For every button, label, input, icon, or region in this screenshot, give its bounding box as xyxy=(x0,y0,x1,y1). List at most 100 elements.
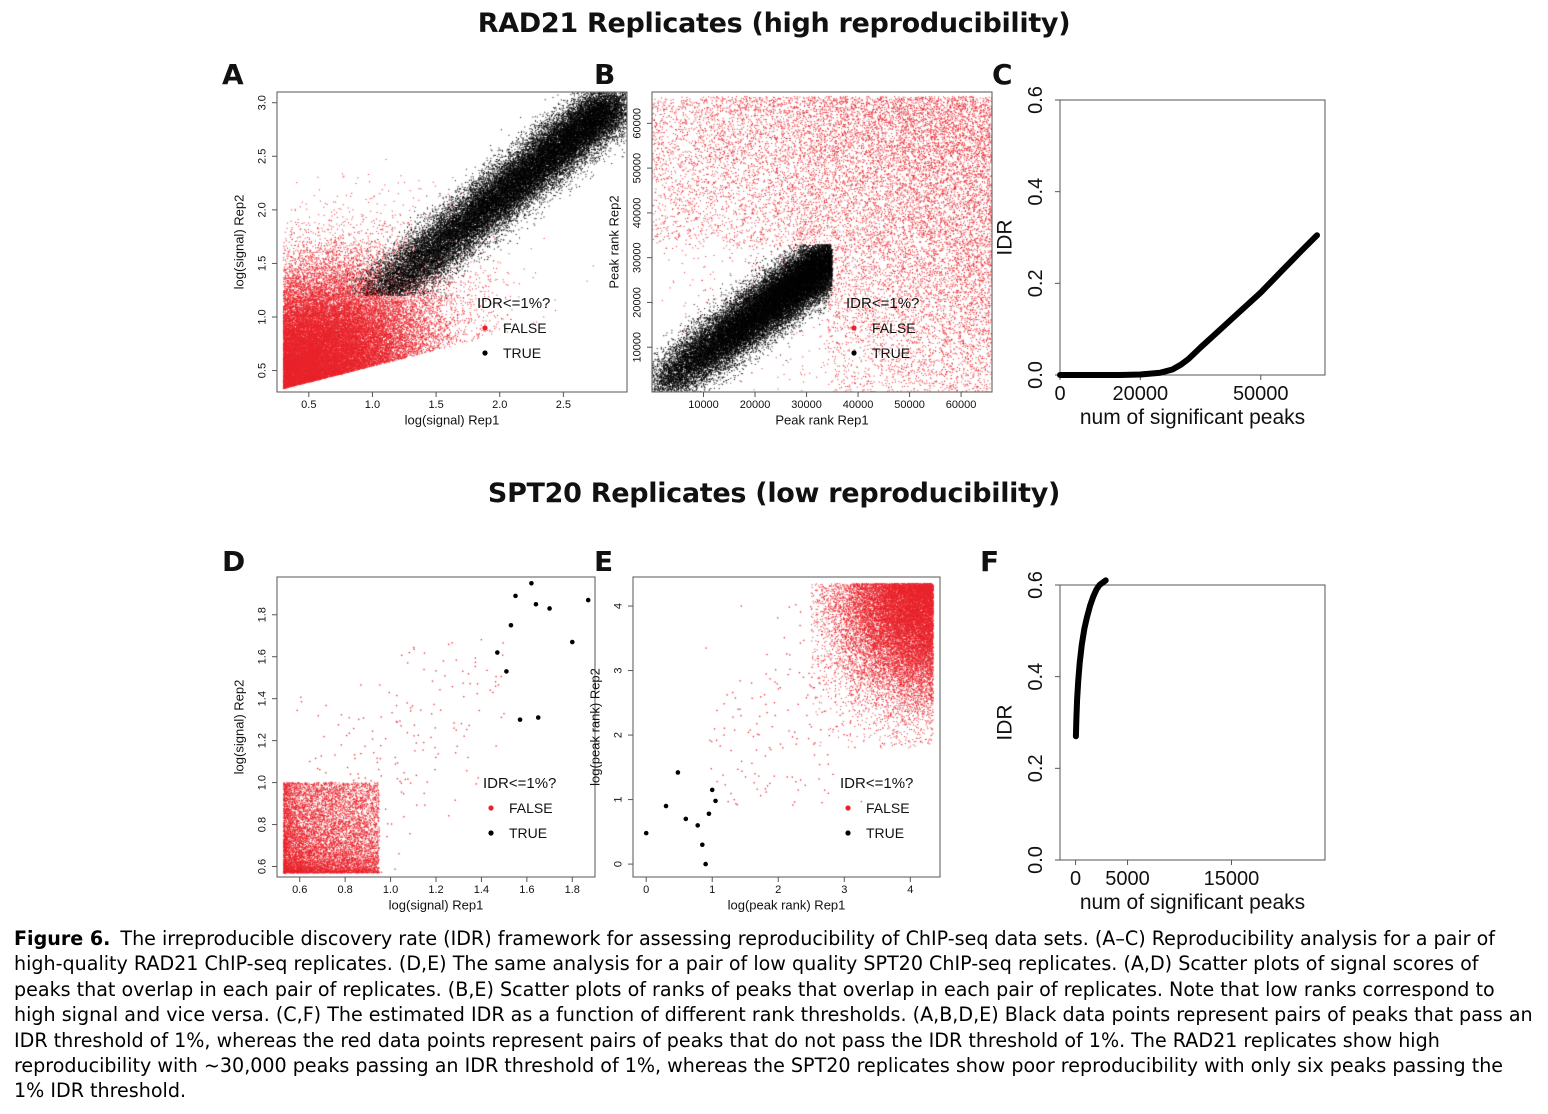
y-tick-label: 1.0 xyxy=(257,309,269,324)
true-point xyxy=(533,601,539,607)
legend-title: IDR<=1%? xyxy=(477,295,550,312)
figure-caption: Figure 6. The irreproducible discovery ra… xyxy=(14,926,1536,1104)
y-axis-label: Peak rank Rep2 xyxy=(607,195,622,288)
y-tick-label: 2 xyxy=(613,732,625,738)
x-tick-label: 2 xyxy=(775,884,781,896)
line-chart-c: 0 20000 50000 0.0 0.2 0.4 0.6 num of significan… xyxy=(994,86,1326,429)
x-tick-label: 1.5 xyxy=(428,399,443,411)
scatter-points-canvas xyxy=(277,577,595,877)
axes: 0 1 2 3 4 0 1 2 3 4 log(peak rank) Rep1 log(peak ra… xyxy=(588,576,941,913)
y-axis-label: IDR xyxy=(994,704,1017,740)
legend-entry: TRUE xyxy=(503,345,541,361)
x-tick-label: 0 xyxy=(1054,383,1065,405)
true-point xyxy=(547,606,552,611)
x-tick-label: 0.8 xyxy=(337,884,352,896)
scatter-points-canvas xyxy=(633,577,940,877)
y-axis-label: log(peak rank) Rep2 xyxy=(588,668,603,786)
y-tick-label: 0.6 xyxy=(1025,86,1047,114)
y-tick-label: 2.0 xyxy=(257,202,269,217)
x-tick-label: 50000 xyxy=(1233,383,1289,405)
y-tick-label: 0.4 xyxy=(1025,178,1047,206)
y-tick-label: 1.2 xyxy=(257,733,269,748)
y-tick-label: 1.5 xyxy=(257,256,269,271)
x-tick-label: 3 xyxy=(841,884,847,896)
x-tick-label: 60000 xyxy=(946,399,977,411)
y-tick-label: 4 xyxy=(613,603,625,609)
x-tick-label: 40000 xyxy=(843,399,874,411)
true-point xyxy=(513,593,518,599)
true-point xyxy=(517,717,523,722)
y-tick-label: 60000 xyxy=(632,108,644,139)
y-tick-label: 3.0 xyxy=(257,95,269,110)
true-point xyxy=(709,787,715,793)
legend-entry: FALSE xyxy=(509,800,553,816)
plot-frame xyxy=(632,576,941,878)
idr-curve xyxy=(1072,577,1109,740)
y-tick-label: 0.2 xyxy=(1025,269,1047,297)
axes: 10000 20000 30000 40000 50000 60000 10000 20000… xyxy=(607,91,993,428)
x-axis-label: num of significant peaks xyxy=(1080,406,1305,429)
panel-letter-e: E xyxy=(594,545,614,578)
true-point xyxy=(663,803,669,809)
x-tick-label: 1.0 xyxy=(383,884,398,896)
true-point xyxy=(706,811,712,817)
x-tick-label: 5000 xyxy=(1105,868,1150,890)
y-tick-label: 10000 xyxy=(632,332,644,363)
y-tick-label: 0 xyxy=(613,861,625,867)
y-tick-label: 0.2 xyxy=(1025,754,1047,782)
x-tick-label: 50000 xyxy=(894,399,925,411)
panel-letter-a: A xyxy=(222,58,244,91)
true-point xyxy=(495,650,500,655)
axes: 0.6 0.8 1.0 1.2 1.4 1.6 1.8 0.6 0.8 1.0 1.2 1.4 1.6 1… xyxy=(232,576,596,913)
y-tick-label: 1.4 xyxy=(257,691,269,706)
line-chart-f: 0 5000 15000 0.0 0.2 0.4 0.6 num of significant… xyxy=(994,571,1326,914)
x-tick-label: 1.0 xyxy=(365,399,380,411)
x-tick-label: 10000 xyxy=(688,399,719,411)
point-cloud-layer xyxy=(633,577,940,877)
scatter-chart-b: 10000 20000 30000 40000 50000 60000 10000 20000… xyxy=(607,91,993,428)
y-tick-label: 1 xyxy=(613,797,625,803)
x-axis-label: Peak rank Rep1 xyxy=(775,413,868,428)
x-tick-label: 2.0 xyxy=(492,399,507,411)
panel-letter-d: D xyxy=(222,545,246,578)
x-axis-label: log(signal) Rep1 xyxy=(405,413,500,428)
x-tick-label: 4 xyxy=(907,884,913,896)
legend: IDR<=1%? FALSE TRUE xyxy=(840,775,913,841)
y-tick-label: 0.5 xyxy=(257,363,269,378)
true-point xyxy=(695,823,701,828)
legend: IDR<=1%? FALSE TRUE xyxy=(477,295,550,361)
true-point xyxy=(529,580,534,586)
bottom-section-title: SPT20 Replicates (low reproducibility) xyxy=(487,478,1061,509)
y-tick-label: 3 xyxy=(613,667,625,673)
axes: 0.5 1.0 1.5 2.0 2.5 0.5 1.0 1.5 2.0 2.5 3.0 log(sig… xyxy=(232,91,628,428)
scatter-chart-e: 0 1 2 3 4 0 1 2 3 4 log(peak rank) Rep1 log(peak ra… xyxy=(588,576,941,913)
true-point xyxy=(643,830,649,836)
legend-marker xyxy=(845,830,851,836)
y-axis-label: log(signal) Rep2 xyxy=(232,680,247,775)
panel-letter-f: F xyxy=(980,545,1000,578)
x-tick-label: 1.2 xyxy=(428,884,443,896)
y-tick-label: 0.6 xyxy=(1025,571,1047,599)
true-point xyxy=(675,770,681,775)
plot-frame xyxy=(1059,584,1326,861)
caption-text: The irreproducible discovery rate (IDR) … xyxy=(14,927,1533,1103)
true-point xyxy=(703,861,708,867)
legend-title: IDR<=1%? xyxy=(840,775,913,792)
x-tick-label: 15000 xyxy=(1204,868,1260,890)
point-cloud-layer xyxy=(277,577,595,877)
scatter-points-canvas xyxy=(652,92,992,392)
true-point xyxy=(585,597,591,603)
y-tick-label: 1.8 xyxy=(257,607,269,622)
x-tick-label: 0 xyxy=(1070,868,1081,890)
x-axis-label: log(peak rank) Rep1 xyxy=(728,898,846,913)
x-tick-label: 20000 xyxy=(1112,383,1168,405)
true-point xyxy=(504,669,509,674)
panel-letter-b: B xyxy=(594,58,616,91)
legend-marker xyxy=(845,805,851,811)
y-tick-label: 30000 xyxy=(632,242,644,273)
y-tick-label: 20000 xyxy=(632,287,644,318)
point-cloud-layer xyxy=(652,92,992,392)
y-tick-label: 0.0 xyxy=(1025,361,1047,389)
y-tick-label: 0.4 xyxy=(1025,663,1047,691)
legend: IDR<=1%? FALSE TRUE xyxy=(483,775,556,841)
